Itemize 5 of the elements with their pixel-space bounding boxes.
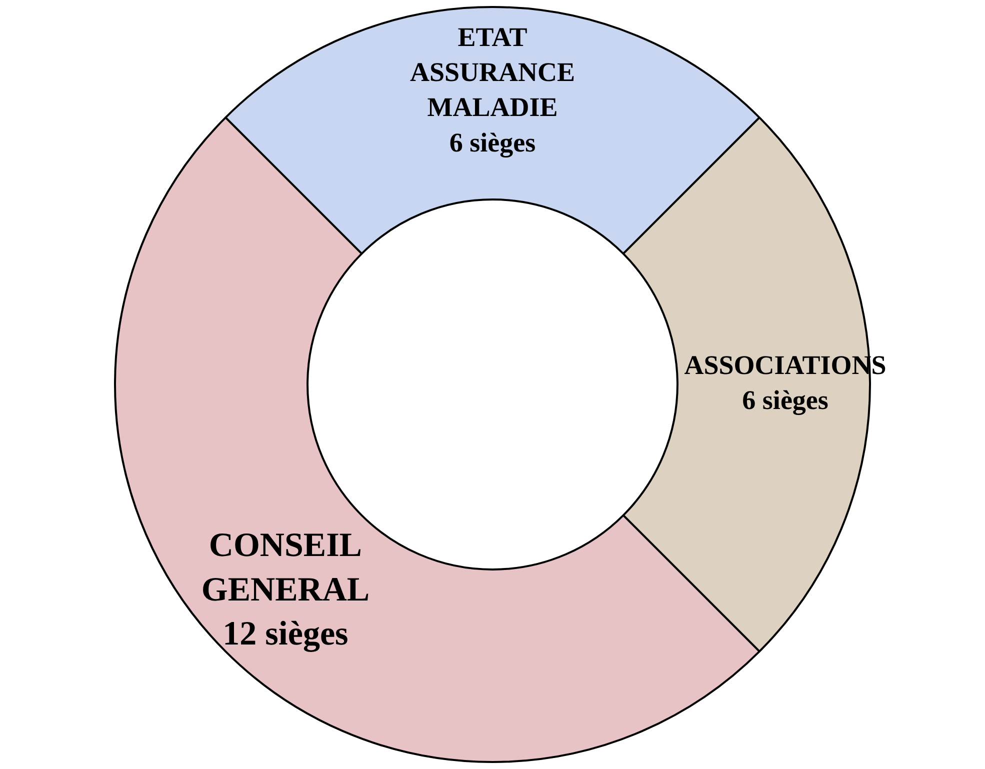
data-label: 12 sièges xyxy=(222,616,348,653)
slice-label: ETAT ASSURANCE MALADIE xyxy=(410,22,576,122)
data-label: 6 sièges xyxy=(742,385,828,416)
slice-label: CONSEIL GENERAL xyxy=(201,527,370,608)
data-label: 6 sièges xyxy=(449,127,536,158)
